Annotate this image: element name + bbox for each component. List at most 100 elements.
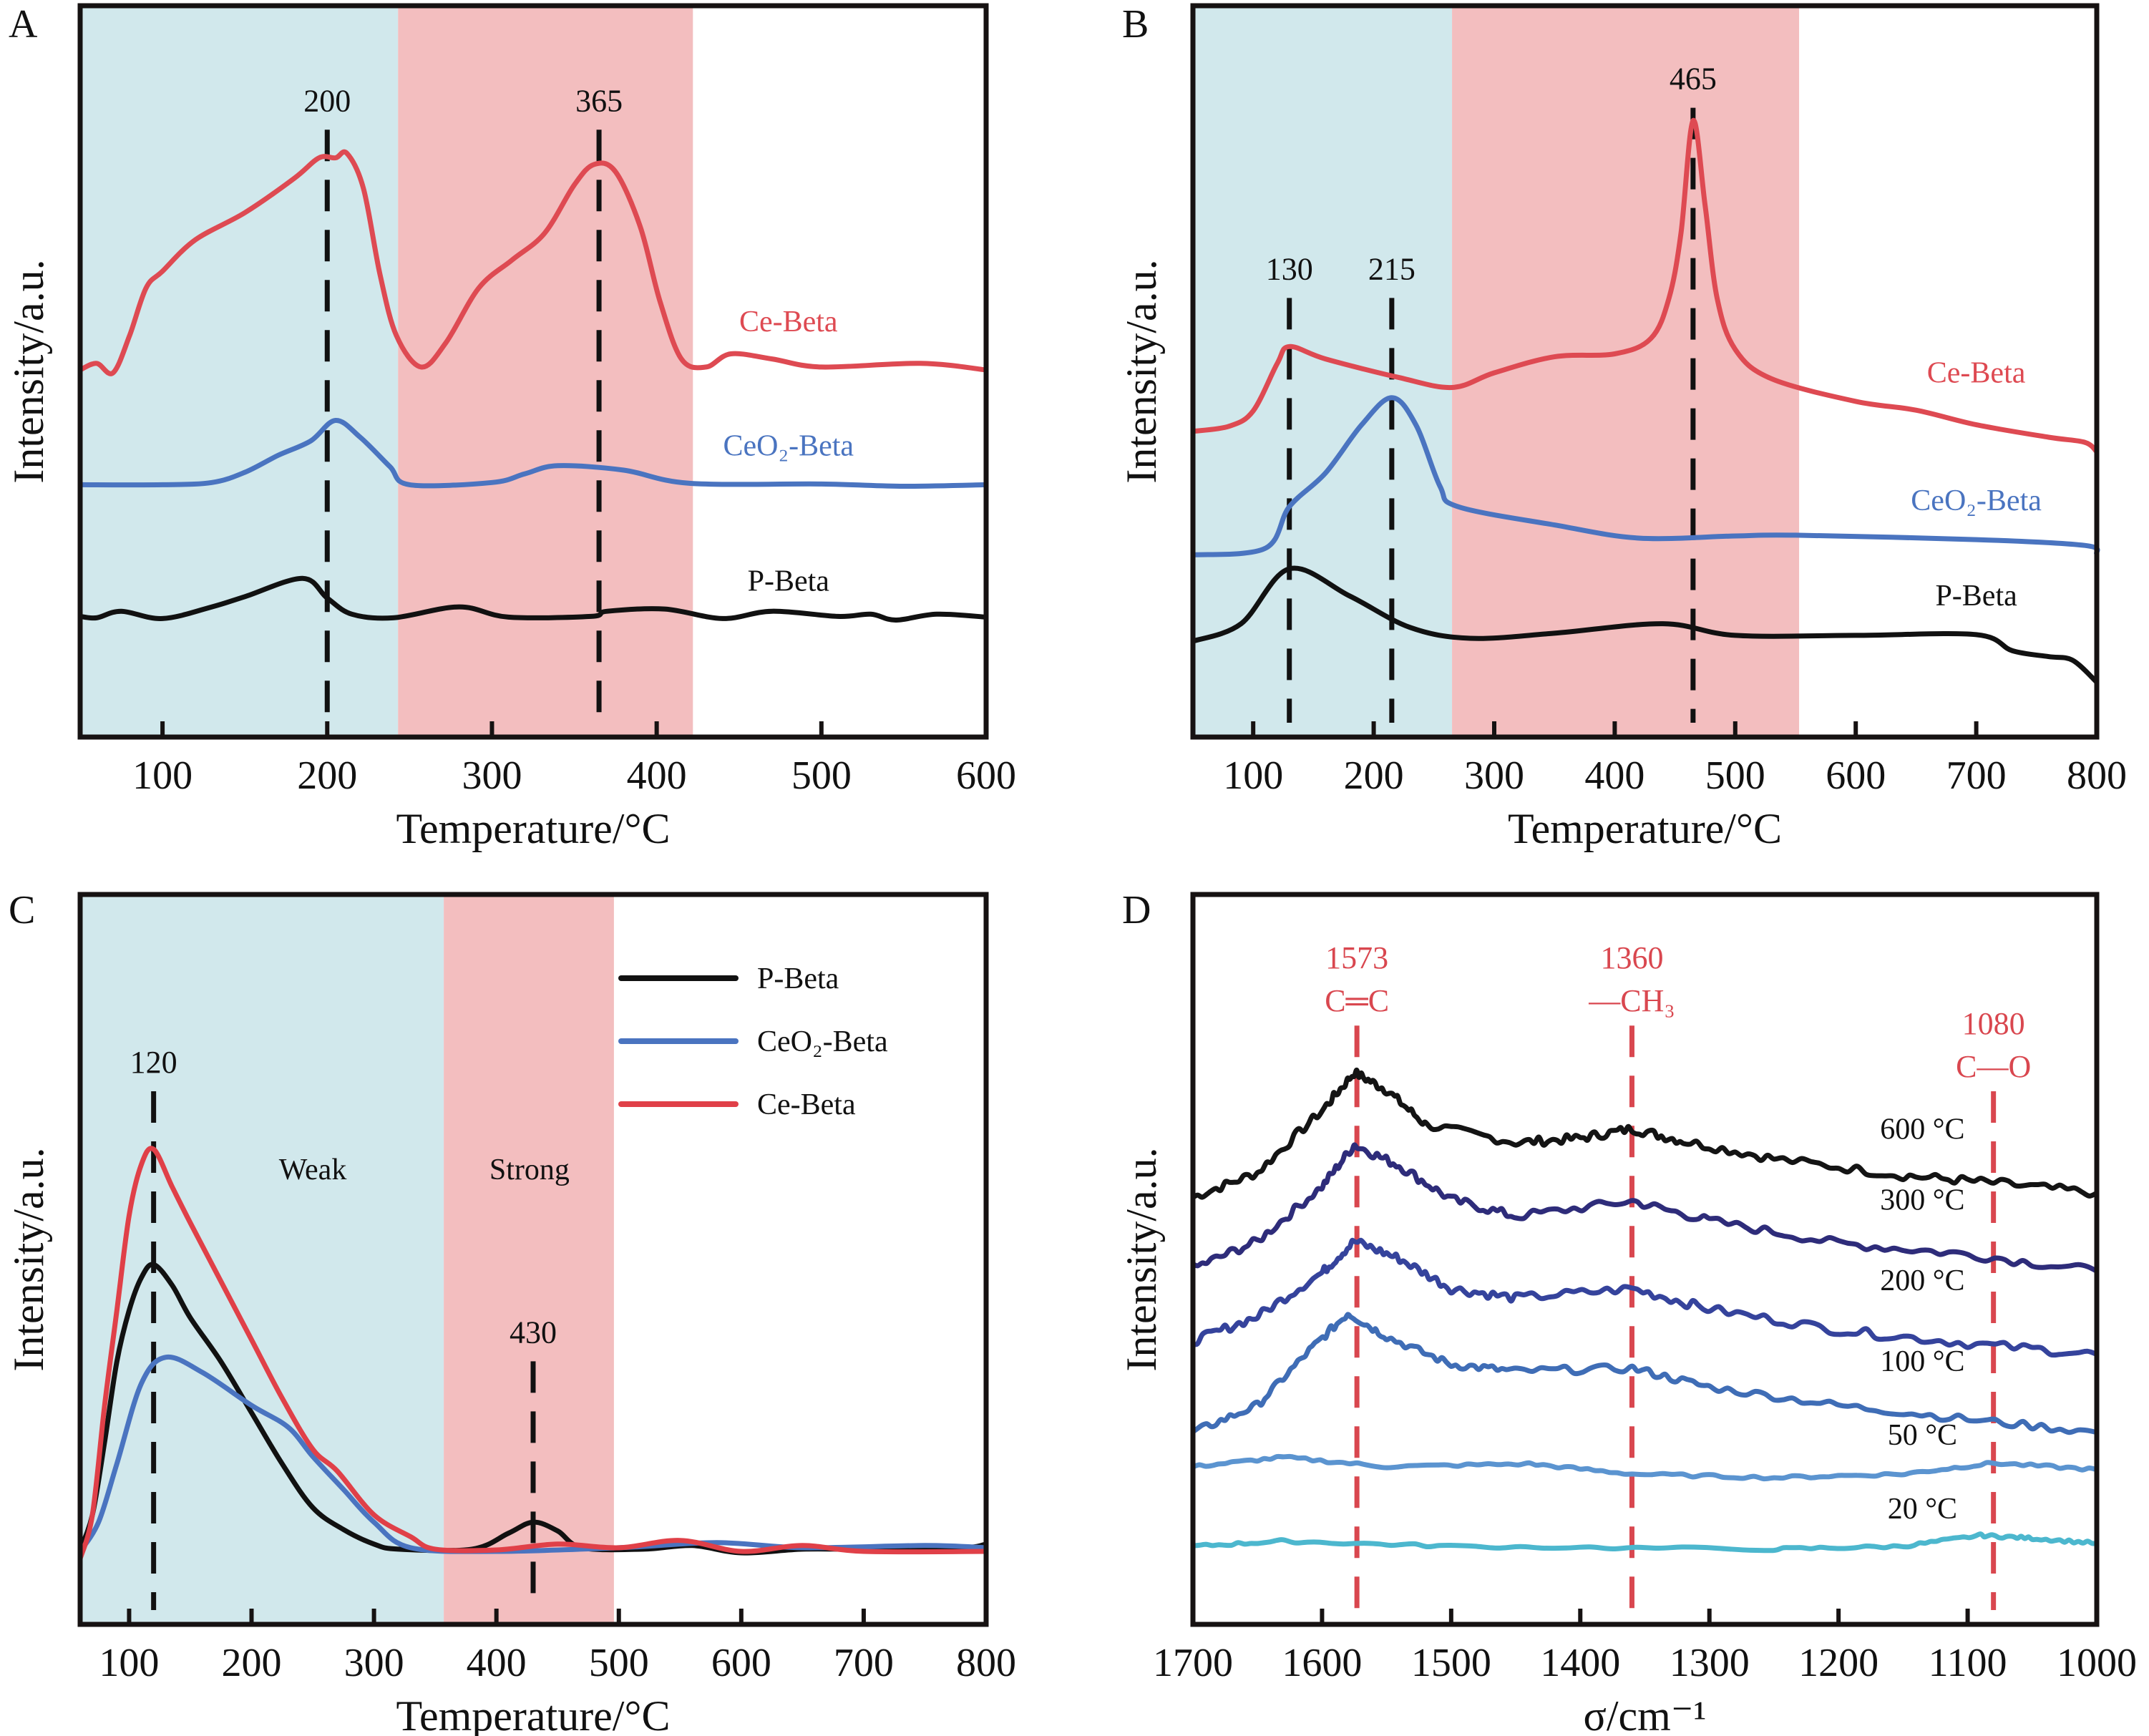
series-100-c-label: 100 °C — [1880, 1345, 1964, 1378]
x-tick-label: 1600 — [1282, 1641, 1362, 1685]
panel-label: D — [1122, 888, 1151, 932]
plot-frame — [77, 3, 989, 740]
peak-marker-label: 120 — [130, 1045, 177, 1080]
series-20-c-line — [1190, 1531, 2100, 1554]
series-ce-beta-line — [77, 1146, 989, 1561]
peak-marker-label: 465 — [1670, 62, 1717, 97]
band-strong — [1452, 6, 1800, 737]
x-tick-label: 400 — [467, 1641, 527, 1685]
peak-marker-label: 1080 — [1962, 1006, 2025, 1041]
peak-marker-label: 365 — [575, 83, 623, 118]
band-weak — [80, 894, 444, 1624]
x-tick-label: 1700 — [1153, 1641, 1233, 1685]
peak-assignment-label: C═C — [1325, 983, 1389, 1018]
x-axis-title: Temperature/°C — [396, 805, 671, 852]
x-tick-label: 400 — [1584, 754, 1644, 798]
series-300-c-label: 300 °C — [1880, 1184, 1964, 1217]
series-ceo2-beta-line — [77, 418, 989, 489]
x-tick-label: 600 — [1826, 754, 1886, 798]
x-tick-label: 600 — [956, 754, 1016, 798]
panel-label: C — [9, 888, 35, 932]
x-tick-label: 1200 — [1798, 1641, 1878, 1685]
panel-b: 100 200 300 400 500 600 700 800 130 215 465 Ce-Beta… — [1118, 2, 2127, 852]
x-tick-label: 700 — [1946, 754, 2007, 798]
series-50-c-line — [1190, 1453, 2100, 1482]
x-tick-label: 100 — [99, 1641, 159, 1685]
series-20-c-label: 20 °C — [1888, 1493, 1957, 1526]
x-tick-label: 1400 — [1540, 1641, 1620, 1685]
series-200-c-label: 200 °C — [1880, 1264, 1964, 1297]
x-tick-label: 100 — [1223, 754, 1283, 798]
panel-label: B — [1122, 2, 1149, 47]
series-ceo2-beta-label: CeO₂-Beta — [1911, 484, 2042, 517]
x-tick-label: 200 — [297, 754, 357, 798]
x-tick-label: 800 — [2067, 754, 2127, 798]
x-tick-label: 1500 — [1411, 1641, 1491, 1685]
series-ce-beta-line — [77, 149, 989, 376]
series-ce-beta-line — [1190, 117, 2100, 454]
series-ce-beta-label: Ce-Beta — [739, 306, 838, 338]
x-tick-label: 1000 — [2057, 1641, 2137, 1685]
series-100-c-line — [1190, 1312, 2100, 1435]
band-strong — [398, 6, 693, 737]
x-tick-label: 1100 — [1929, 1641, 2007, 1685]
peak-assignment-label: C—O — [1956, 1049, 2031, 1084]
y-axis-title: Intensity/a.u. — [5, 1147, 52, 1371]
band-label-strong: Strong — [489, 1154, 570, 1186]
peak-marker-label: 130 — [1266, 251, 1313, 286]
peak-marker-label: 200 — [303, 83, 351, 118]
panel-label: A — [9, 2, 38, 47]
x-tick-label: 700 — [834, 1641, 894, 1685]
plot-frame — [1190, 3, 2100, 740]
x-tick-label: 300 — [344, 1641, 404, 1685]
peak-marker-label: 1573 — [1325, 940, 1388, 975]
band-strong — [444, 894, 614, 1624]
series-300-c-line — [1190, 1142, 2100, 1274]
x-tick-label: 200 — [222, 1641, 282, 1685]
x-tick-label: 300 — [1464, 754, 1524, 798]
panel-a: 100 200 300 400 500 600 200 365 Ce-Beta CeO₂-Beta… — [5, 2, 1016, 852]
series-600-c-line — [1190, 1067, 2100, 1200]
series-ceo2-beta-line — [1190, 395, 2100, 557]
peak-assignment-label: —CH₃ — [1588, 983, 1675, 1018]
x-tick-label: 300 — [462, 754, 522, 798]
band-label-weak: Weak — [279, 1154, 347, 1186]
x-tick-label: 200 — [1344, 754, 1404, 798]
series-ceo2-beta-line — [77, 1354, 989, 1554]
x-axis-title: Temperature/°C — [1508, 805, 1782, 852]
legend-label: P-Beta — [757, 962, 839, 995]
series-50-c-label: 50 °C — [1888, 1419, 1957, 1452]
y-axis-title: Intensity/a.u. — [5, 259, 52, 483]
plot-frame — [1190, 892, 2100, 1627]
series-p-beta-line — [77, 575, 989, 623]
panel-c: Weak Strong 100 200 300 400 500 600 700 800 120 430… — [5, 888, 1016, 1736]
series-ceo2-beta-label: CeO₂-Beta — [723, 430, 854, 463]
x-tick-label: 1300 — [1670, 1641, 1750, 1685]
peak-marker-label: 1360 — [1600, 940, 1663, 975]
series-ce-beta-label: Ce-Beta — [1927, 356, 2026, 389]
peak-marker-label: 430 — [510, 1315, 557, 1350]
series-p-beta-label: P-Beta — [1935, 580, 2017, 613]
legend-label: CeO₂-Beta — [757, 1025, 888, 1058]
peak-marker-label: 215 — [1368, 251, 1415, 286]
panel-d: 1700 1600 1500 1400 1300 1200 1100 1000 1573 C═C 1… — [1118, 888, 2137, 1736]
x-tick-label: 600 — [711, 1641, 771, 1685]
plot-frame — [77, 892, 989, 1627]
series-200-c-line — [1190, 1237, 2100, 1358]
x-tick-label: 500 — [589, 1641, 649, 1685]
series-p-beta-line — [1190, 565, 2100, 685]
band-weak — [1193, 6, 1453, 737]
series-600-c-label: 600 °C — [1880, 1113, 1964, 1146]
x-tick-label: 800 — [956, 1641, 1016, 1685]
x-axis-title: σ/cm⁻¹ — [1584, 1692, 1707, 1736]
y-axis-title: Intensity/a.u. — [1118, 1147, 1165, 1371]
y-axis-title: Intensity/a.u. — [1118, 259, 1165, 483]
x-tick-label: 400 — [627, 754, 687, 798]
legend-label: Ce-Beta — [757, 1088, 856, 1121]
x-tick-label: 500 — [791, 754, 852, 798]
series-p-beta-label: P-Beta — [748, 565, 830, 598]
x-tick-label: 100 — [132, 754, 193, 798]
x-tick-label: 500 — [1705, 754, 1765, 798]
x-axis-title: Temperature/°C — [396, 1692, 671, 1736]
